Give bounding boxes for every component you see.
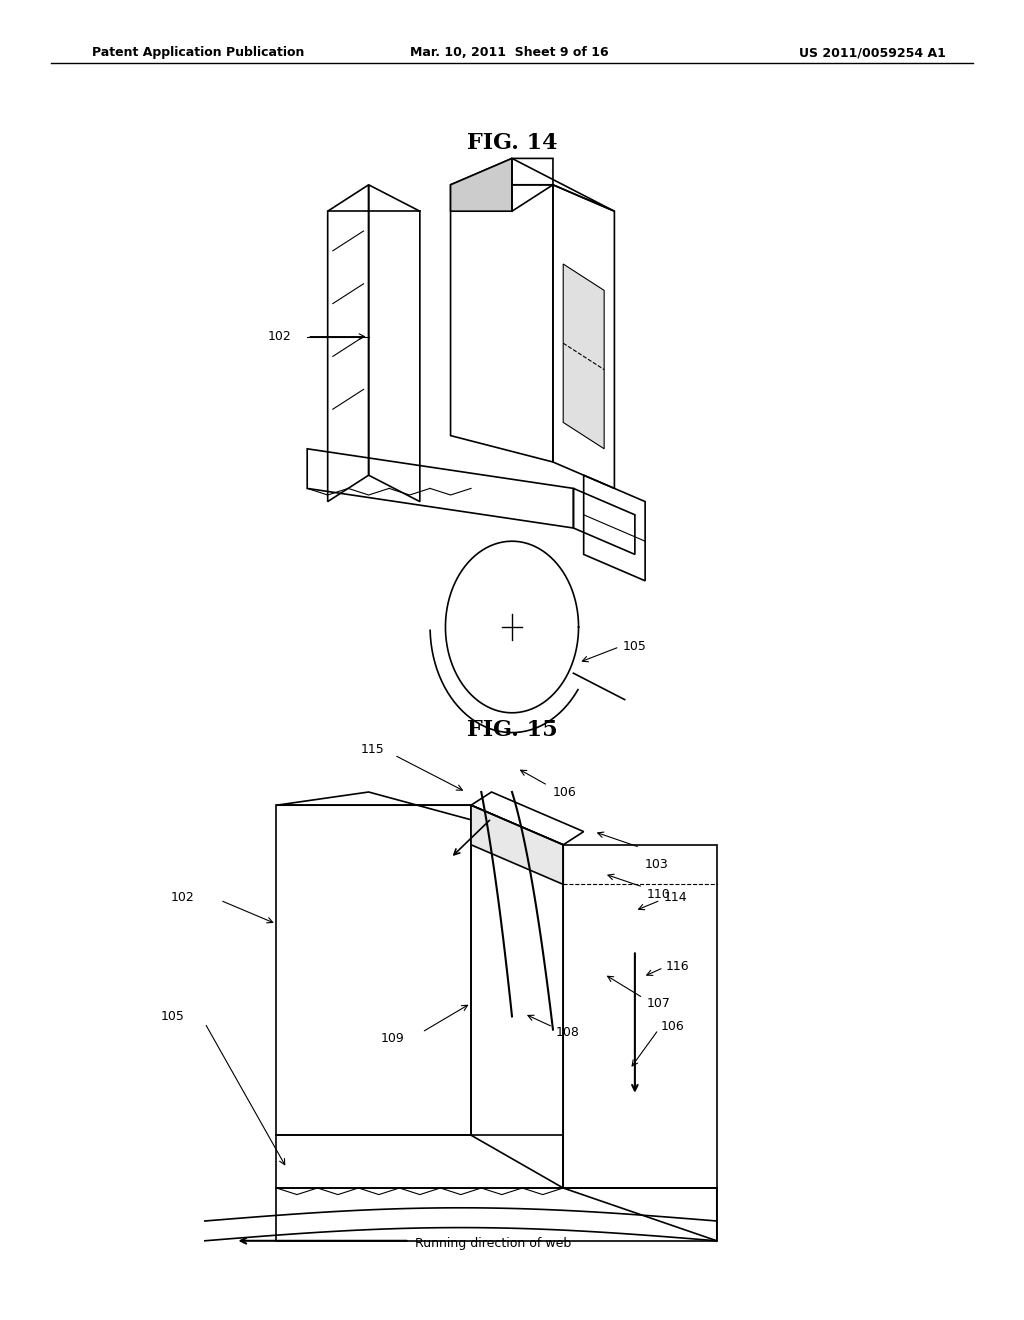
Text: US 2011/0059254 A1: US 2011/0059254 A1 <box>799 46 945 59</box>
Text: Mar. 10, 2011  Sheet 9 of 16: Mar. 10, 2011 Sheet 9 of 16 <box>410 46 608 59</box>
Polygon shape <box>563 264 604 449</box>
Text: 102: 102 <box>268 330 292 343</box>
Polygon shape <box>451 158 512 211</box>
Text: 109: 109 <box>381 1032 404 1045</box>
Text: Running direction of web: Running direction of web <box>415 1237 571 1250</box>
Text: FIG. 14: FIG. 14 <box>467 132 557 154</box>
Text: 116: 116 <box>666 960 689 973</box>
Text: 106: 106 <box>553 785 577 799</box>
Text: 102: 102 <box>171 891 195 904</box>
Text: FIG. 15: FIG. 15 <box>467 719 557 742</box>
Text: 110: 110 <box>647 888 671 902</box>
Text: 115: 115 <box>360 743 384 756</box>
Text: 105: 105 <box>161 1010 184 1023</box>
Polygon shape <box>471 805 563 884</box>
Text: 107: 107 <box>647 997 671 1010</box>
Text: 108: 108 <box>556 1026 580 1039</box>
Text: 106: 106 <box>660 1020 684 1034</box>
Text: Patent Application Publication: Patent Application Publication <box>92 46 304 59</box>
Text: 103: 103 <box>645 858 669 871</box>
Text: 114: 114 <box>664 891 687 904</box>
Text: 105: 105 <box>623 640 646 653</box>
